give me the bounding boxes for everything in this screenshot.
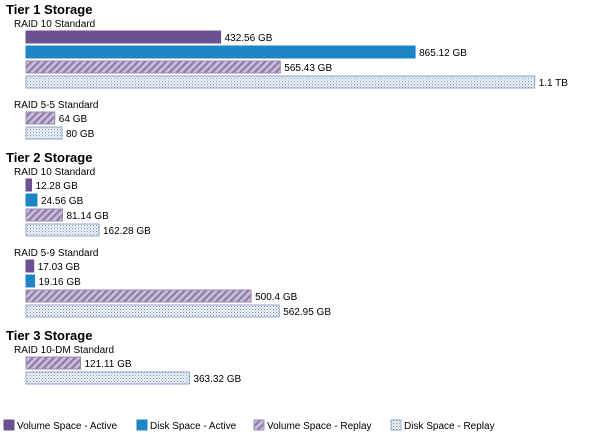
bar-vol-active [25, 30, 222, 44]
legend-item-vol-replay: Volume Space - Replay [253, 419, 372, 432]
legend-swatch [136, 419, 148, 431]
value-label: 12.28 GB [36, 181, 79, 192]
tier-2: Tier 2 Storage RAID 10 Standard 12.28 GB 24… [6, 150, 331, 318]
plot-area: Tier 1 Storage RAID 10 Standard 432.56 GB 8… [6, 2, 568, 385]
legend-swatch [253, 419, 265, 431]
legend-label: Volume Space - Active [17, 421, 117, 432]
group-raid-10-dm-standard: RAID 10-DM Standard 121.11 GB 363.32 GB [14, 345, 242, 385]
value-label: 19.16 GB [39, 277, 82, 288]
legend: Volume Space - Active Disk Space - Active… [3, 419, 495, 432]
legend-item-disk-active: Disk Space - Active [136, 419, 237, 432]
tier-title: Tier 3 Storage [6, 328, 92, 343]
legend-item-vol-active: Volume Space - Active [3, 419, 117, 432]
bar-disk-replay [25, 223, 100, 237]
value-label: 432.56 GB [225, 33, 273, 44]
legend-swatch [3, 419, 15, 431]
bar-vol-replay [25, 60, 281, 74]
bar-vol-active [25, 178, 32, 192]
group-label: RAID 10 Standard [14, 19, 95, 30]
group-label: RAID 10-DM Standard [14, 345, 114, 356]
bar-disk-replay [25, 371, 190, 385]
value-label: 1.1 TB [539, 78, 569, 89]
group-label: RAID 5-5 Standard [14, 100, 99, 111]
bar-disk-active [25, 274, 36, 288]
bar-vol-active [25, 259, 35, 273]
tier-title: Tier 1 Storage [6, 2, 92, 17]
value-label: 24.56 GB [41, 196, 84, 207]
tier-1: Tier 1 Storage RAID 10 Standard 432.56 GB 8… [6, 2, 568, 140]
legend-label: Disk Space - Replay [404, 421, 495, 432]
legend-swatch [390, 419, 402, 431]
value-label: 64 GB [59, 114, 88, 125]
bar-disk-active [25, 45, 416, 59]
value-label: 500.4 GB [255, 292, 298, 303]
group-raid-10-standard: RAID 10 Standard 12.28 GB 24.56 GB 81.14 GB… [14, 167, 151, 237]
group-raid-5-9-standard: RAID 5-9 Standard 17.03 GB 19.16 GB 500.4 G… [14, 248, 331, 318]
bar-disk-active [25, 193, 38, 207]
value-label: 80 GB [66, 129, 95, 140]
bar-vol-replay [25, 289, 252, 303]
group-raid-10-standard: RAID 10 Standard 432.56 GB 865.12 GB 565.43… [14, 19, 568, 89]
tier-3: Tier 3 Storage RAID 10-DM Standard 121.11 … [6, 328, 242, 385]
bar-vol-replay [25, 356, 81, 370]
legend-label: Volume Space - Replay [267, 421, 372, 432]
group-label: RAID 5-9 Standard [14, 248, 99, 259]
bar-disk-replay [25, 126, 63, 140]
value-label: 363.32 GB [193, 374, 241, 385]
group-label: RAID 10 Standard [14, 167, 95, 178]
tier-title: Tier 2 Storage [6, 150, 92, 165]
group-raid-5-5-standard: RAID 5-5 Standard 64 GB 80 GB [14, 100, 99, 140]
value-label: 865.12 GB [419, 48, 467, 59]
value-label: 81.14 GB [67, 211, 110, 222]
bar-disk-replay [25, 304, 280, 318]
legend-label: Disk Space - Active [150, 421, 237, 432]
bar-disk-replay [25, 75, 536, 89]
value-label: 121.11 GB [85, 359, 132, 370]
value-label: 562.95 GB [283, 307, 331, 318]
legend-item-disk-replay: Disk Space - Replay [390, 419, 495, 432]
value-label: 162.28 GB [103, 226, 151, 237]
value-label: 17.03 GB [38, 262, 81, 273]
bar-vol-replay [25, 111, 56, 125]
bar-vol-replay [25, 208, 63, 222]
value-label: 565.43 GB [284, 63, 332, 74]
